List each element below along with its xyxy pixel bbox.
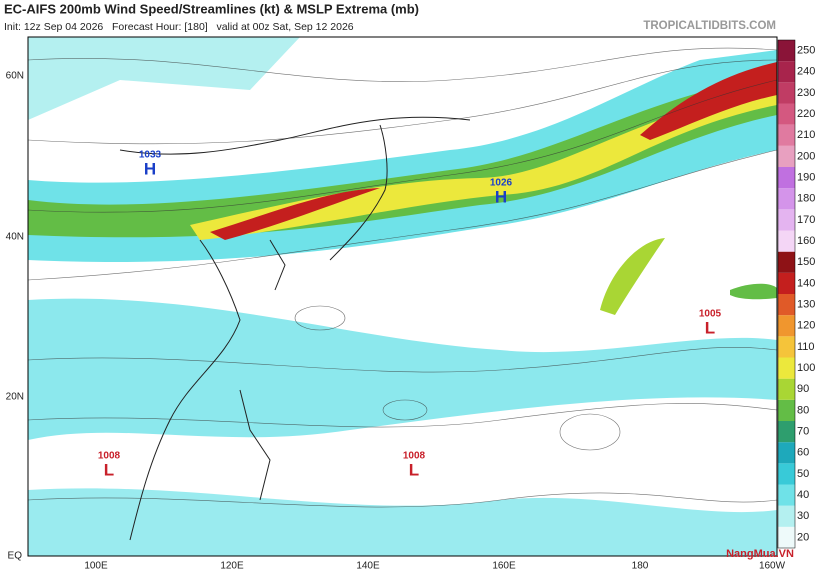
colorbar-label: 60 xyxy=(797,447,809,459)
colorbar-label: 90 xyxy=(797,383,809,395)
colorbar-segment xyxy=(778,442,795,464)
lon-label: 120E xyxy=(220,561,244,572)
colorbar-label: 40 xyxy=(797,489,809,501)
colorbar-label: 210 xyxy=(797,129,815,141)
pressure-systems: 1033 H 1026 H 1005 L 1008 L 1008 L xyxy=(98,150,722,480)
colorbar-segment xyxy=(778,357,795,379)
colorbar-label: 80 xyxy=(797,404,809,416)
colorbar-label: 100 xyxy=(797,362,815,374)
pressure-value: 1008 xyxy=(98,451,121,462)
colorbar-label: 180 xyxy=(797,193,815,205)
wind-area xyxy=(28,37,300,120)
colorbar-label: 240 xyxy=(797,66,815,78)
pressure-value: 1026 xyxy=(490,178,513,189)
jet-core xyxy=(210,188,380,240)
coastlines xyxy=(119,116,471,541)
colorbar-frame xyxy=(777,39,796,549)
lon-label: 140E xyxy=(356,561,380,572)
lat-label: 60N xyxy=(6,71,24,82)
colorbar-segment xyxy=(778,230,795,252)
map xyxy=(27,36,778,557)
jet-core xyxy=(640,62,777,140)
pressure-symbol: H xyxy=(495,187,507,206)
pressure-symbol: L xyxy=(409,460,419,479)
title: EC-AIFS 200mb Wind Speed/Streamlines (kt… xyxy=(4,1,419,16)
colorbar-segment xyxy=(778,484,795,506)
pressure-symbol: L xyxy=(104,460,114,479)
wind-area xyxy=(28,488,777,556)
colorbar-label: 110 xyxy=(797,341,815,353)
colorbar-label: 200 xyxy=(797,150,815,162)
colorbar-segment xyxy=(778,103,795,125)
colorbar-label: 190 xyxy=(797,171,815,183)
colorbar-label: 70 xyxy=(797,425,809,437)
colorbar-segment xyxy=(778,82,795,104)
lon-label: 180 xyxy=(632,561,649,572)
colorbar-segment xyxy=(778,315,795,337)
colorbar-segment xyxy=(778,421,795,443)
colorbar-segment xyxy=(778,336,795,358)
colorbar-label: 220 xyxy=(797,108,815,120)
colorbar-label: 140 xyxy=(797,277,815,289)
colorbar-segment xyxy=(778,40,795,62)
colorbar: 20 30 40 50 60 70 80 90 100 110 120 130 140 150 160 170… xyxy=(777,39,815,549)
colorbar-segment xyxy=(778,61,795,83)
colorbar-segment xyxy=(778,145,795,167)
pressure-value: 1033 xyxy=(139,150,162,161)
colorbar-label: 160 xyxy=(797,235,815,247)
colorbar-label: 30 xyxy=(797,510,809,522)
colorbar-segment xyxy=(778,294,795,316)
streamlines xyxy=(28,47,777,508)
colorbar-label: 250 xyxy=(797,44,815,56)
colorbar-segment xyxy=(778,463,795,485)
colorbar-segment xyxy=(778,378,795,400)
lat-label: EQ xyxy=(8,551,23,562)
lon-label: 100E xyxy=(84,561,108,572)
colorbar-segment xyxy=(778,272,795,294)
colorbar-label: 120 xyxy=(797,320,815,332)
pressure-symbol: H xyxy=(144,159,156,178)
colorbar-segment xyxy=(778,209,795,231)
lat-label: 40N xyxy=(6,232,24,243)
lat-label: 20N xyxy=(6,392,24,403)
lon-label: 160E xyxy=(492,561,516,572)
colorbar-segment xyxy=(778,124,795,146)
colorbar-label: 170 xyxy=(797,214,815,226)
pressure-symbol: L xyxy=(705,318,715,337)
lon-label: 160W xyxy=(759,561,786,572)
site-label: TROPICALTIDBITS.COM xyxy=(643,20,776,32)
pressure-value: 1005 xyxy=(699,309,722,320)
colorbar-label: 50 xyxy=(797,468,809,480)
watermark: NangMua.VN xyxy=(726,548,794,560)
colorbar-segment xyxy=(778,188,795,210)
subtitle: Init: 12z Sep 04 2026 Forecast Hour: [18… xyxy=(4,21,354,33)
wind-area xyxy=(730,283,777,300)
colorbar-segment xyxy=(778,167,795,189)
colorbar-label: 230 xyxy=(797,87,815,99)
pressure-value: 1008 xyxy=(403,451,426,462)
colorbar-segment xyxy=(778,251,795,273)
map-frame xyxy=(27,36,778,557)
colorbar-label: 130 xyxy=(797,298,815,310)
colorbar-label: 150 xyxy=(797,256,815,268)
colorbar-label: 20 xyxy=(797,531,809,543)
colorbar-segment xyxy=(778,505,795,527)
wind-area xyxy=(600,238,665,315)
colorbar-segment xyxy=(778,526,795,548)
colorbar-segment xyxy=(778,399,795,421)
wind-area xyxy=(28,298,777,440)
